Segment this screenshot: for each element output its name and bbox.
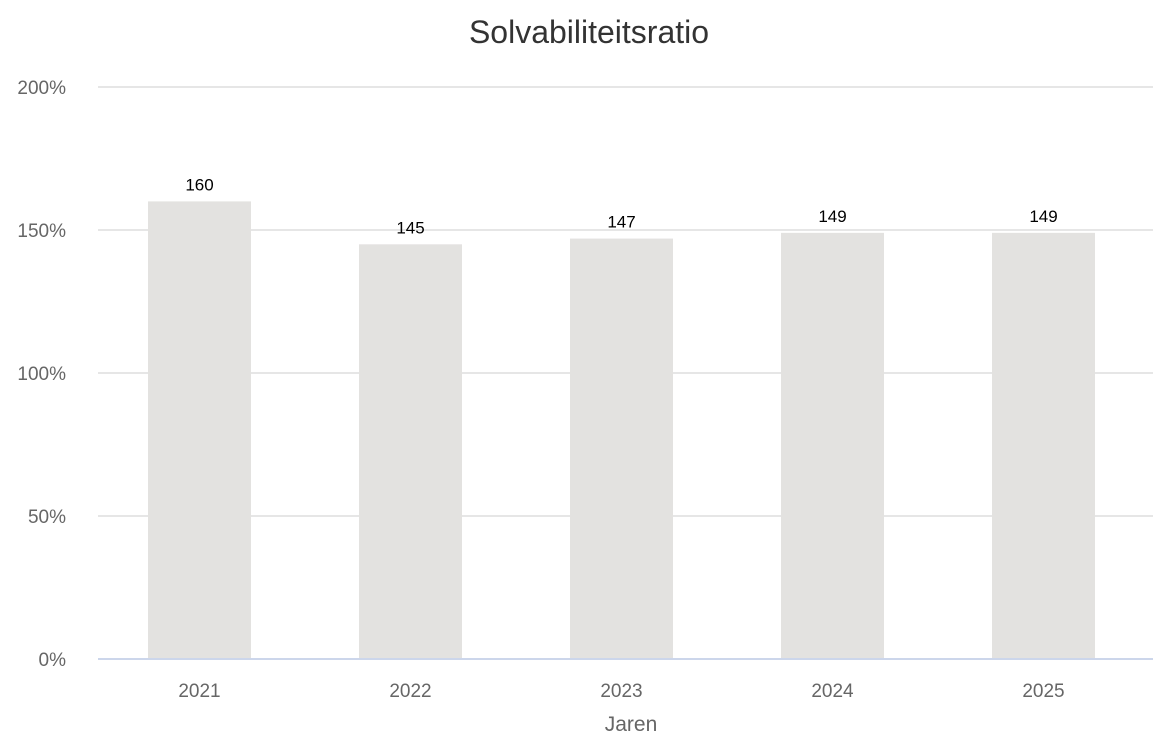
x-tick-label: 2025 (1022, 681, 1064, 702)
x-tick-label: 2021 (178, 681, 220, 702)
x-axis-title: Jaren (605, 713, 658, 733)
x-tick-label: 2023 (600, 681, 642, 702)
bar[interactable] (570, 238, 673, 659)
x-axis-tick-labels: 2021 2022 2023 2024 2025 (178, 681, 1064, 702)
x-tick-label: 2022 (389, 681, 431, 702)
y-tick-label: 50% (28, 507, 66, 528)
bar[interactable] (359, 244, 462, 660)
data-labels: 160 145 147 149 149 (185, 175, 1057, 237)
bar[interactable] (992, 232, 1095, 660)
y-tick-label: 200% (17, 78, 66, 99)
y-tick-label: 0% (39, 650, 67, 671)
bars (148, 201, 1095, 660)
data-label: 149 (1029, 207, 1057, 226)
data-label: 147 (607, 213, 635, 232)
y-axis-tick-labels: 0% 50% 100% 150% 200% (17, 78, 66, 671)
data-label: 149 (818, 207, 846, 226)
x-tick-label: 2024 (811, 681, 854, 702)
y-tick-label: 100% (17, 364, 66, 385)
chart-title: Solvabiliteitsratio (469, 14, 709, 50)
data-label: 145 (396, 218, 424, 237)
y-tick-label: 150% (17, 221, 66, 242)
bar[interactable] (148, 201, 251, 659)
data-label: 160 (185, 175, 213, 194)
bar[interactable] (781, 232, 884, 660)
